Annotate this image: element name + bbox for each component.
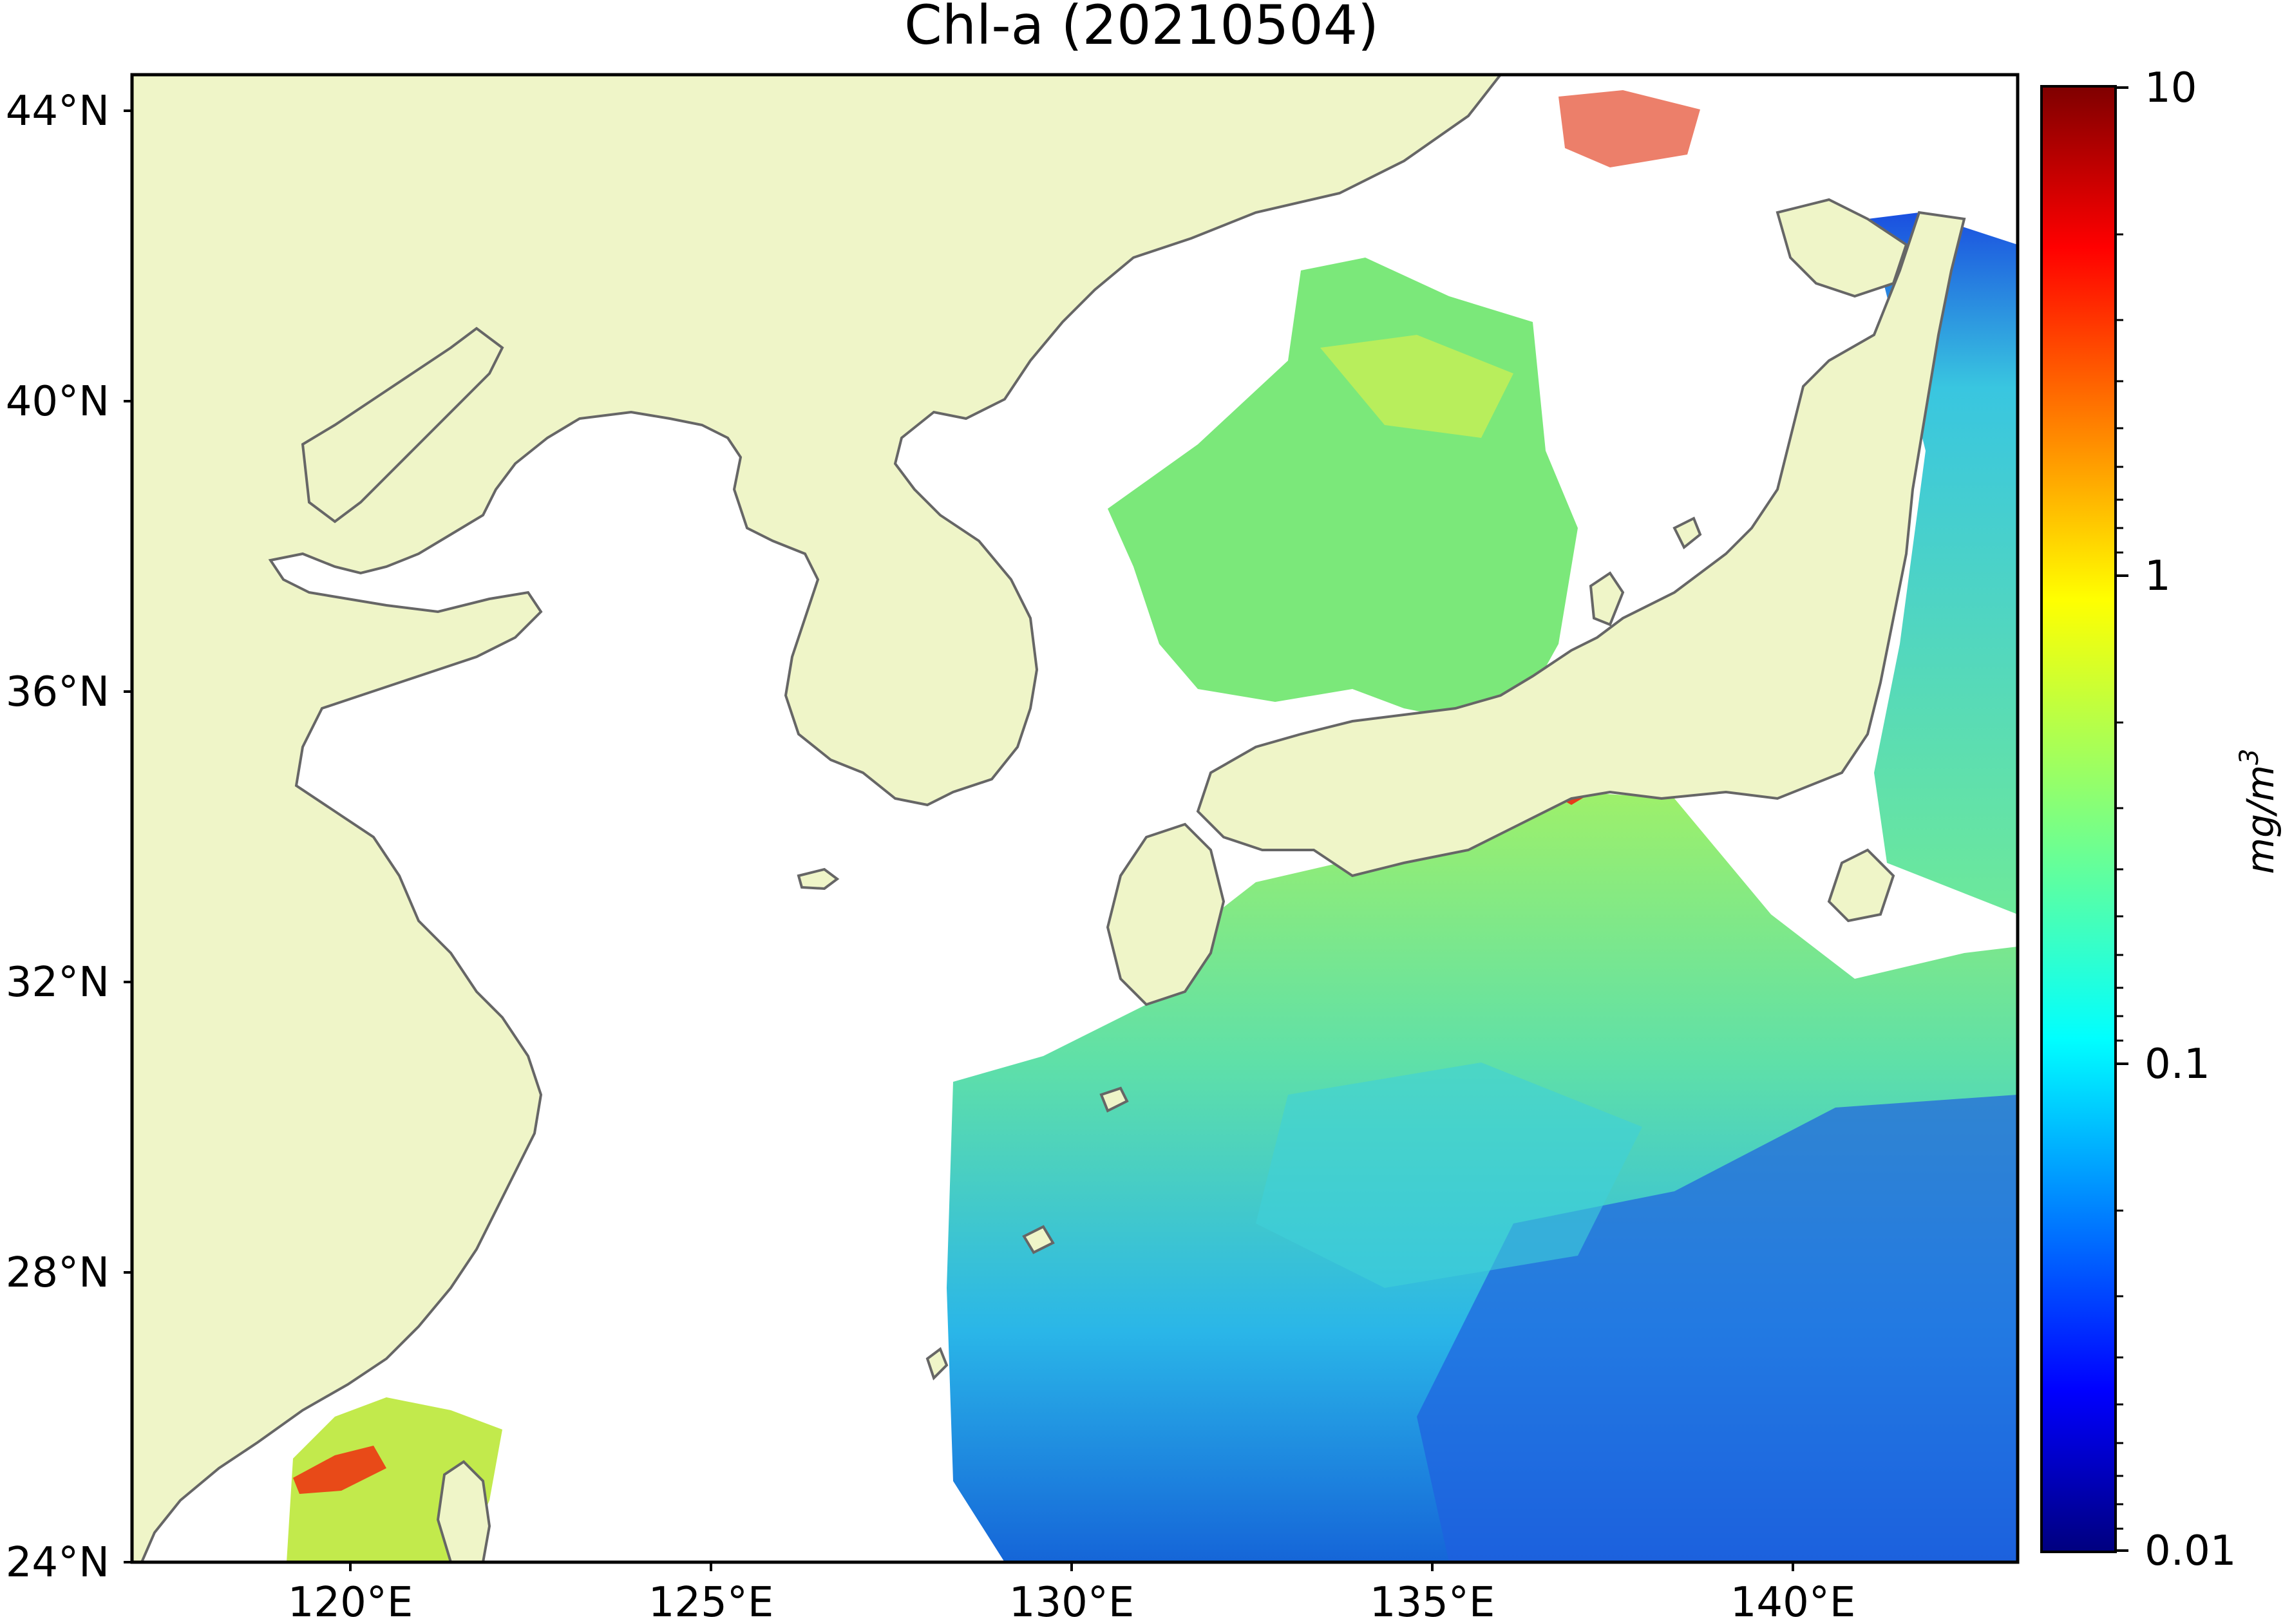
- land-liaodong: [301, 326, 504, 524]
- colorbar-gradient: [2040, 85, 2117, 1553]
- land-jeju: [797, 867, 840, 891]
- chl-hokkaido-speckle: [1558, 90, 1700, 167]
- colorbar-tick-label: 0.01: [2145, 1527, 2237, 1575]
- units-exponent: 3: [2235, 749, 2264, 765]
- lat-tick-label: 24°N: [6, 1539, 109, 1587]
- lon-tick-label: 120°E: [288, 1579, 413, 1624]
- colorbar-tick-label: 1: [2145, 552, 2171, 600]
- land-japan-honshu: [1196, 211, 1966, 878]
- units-main: mg/m: [2239, 765, 2282, 874]
- land-hokkaido: [1776, 198, 1908, 298]
- land-asia-mainland: [132, 75, 1502, 1562]
- lon-tick-label: 140°E: [1730, 1579, 1856, 1624]
- colorbar-tick-label: 10: [2145, 64, 2197, 112]
- land-japan-kyushu: [1106, 822, 1226, 1006]
- chl-taiwan-red: [293, 1446, 386, 1494]
- colorbar-tick-label: 0.1: [2145, 1041, 2210, 1088]
- chl-eddy-zone: [1256, 1062, 1642, 1288]
- lat-tick-label: 36°N: [6, 668, 109, 716]
- land-boso-peninsula: [1827, 848, 1895, 923]
- colorbar: 10 1 0.1 0.01 mg/m3: [2040, 64, 2282, 1575]
- lat-tick-label: 44°N: [6, 88, 109, 135]
- map-area: [132, 75, 2018, 1562]
- land-okinawa: [925, 1346, 949, 1381]
- map-frame: [130, 73, 2020, 1564]
- chart-title: Chl-a (20210504): [904, 0, 1379, 57]
- lon-tick-label: 135°E: [1370, 1579, 1495, 1624]
- lat-tick-label: 32°N: [6, 959, 109, 1006]
- land-amami: [1022, 1225, 1055, 1254]
- land-noto: [1589, 571, 1625, 627]
- chl-pacific-east-strip: [1868, 212, 2018, 914]
- lat-axis: 44°N 40°N 36°N 32°N 28°N 24°N: [6, 88, 132, 1587]
- chl-deep-blue-zone: [1417, 1095, 2018, 1562]
- lon-tick-label: 125°E: [649, 1579, 774, 1624]
- land-yakushima: [1099, 1086, 1129, 1113]
- colorbar-units: mg/m3: [2235, 749, 2282, 874]
- land-sado: [1672, 516, 1702, 550]
- chl-japan-sea-yellow: [1320, 335, 1513, 438]
- land-taiwan: [436, 1460, 491, 1562]
- lat-tick-label: 40°N: [6, 378, 109, 426]
- lon-axis: 120°E 125°E 130°E 135°E 140°E: [288, 1562, 1856, 1624]
- lon-tick-label: 130°E: [1009, 1579, 1135, 1624]
- lat-tick-label: 28°N: [6, 1249, 109, 1297]
